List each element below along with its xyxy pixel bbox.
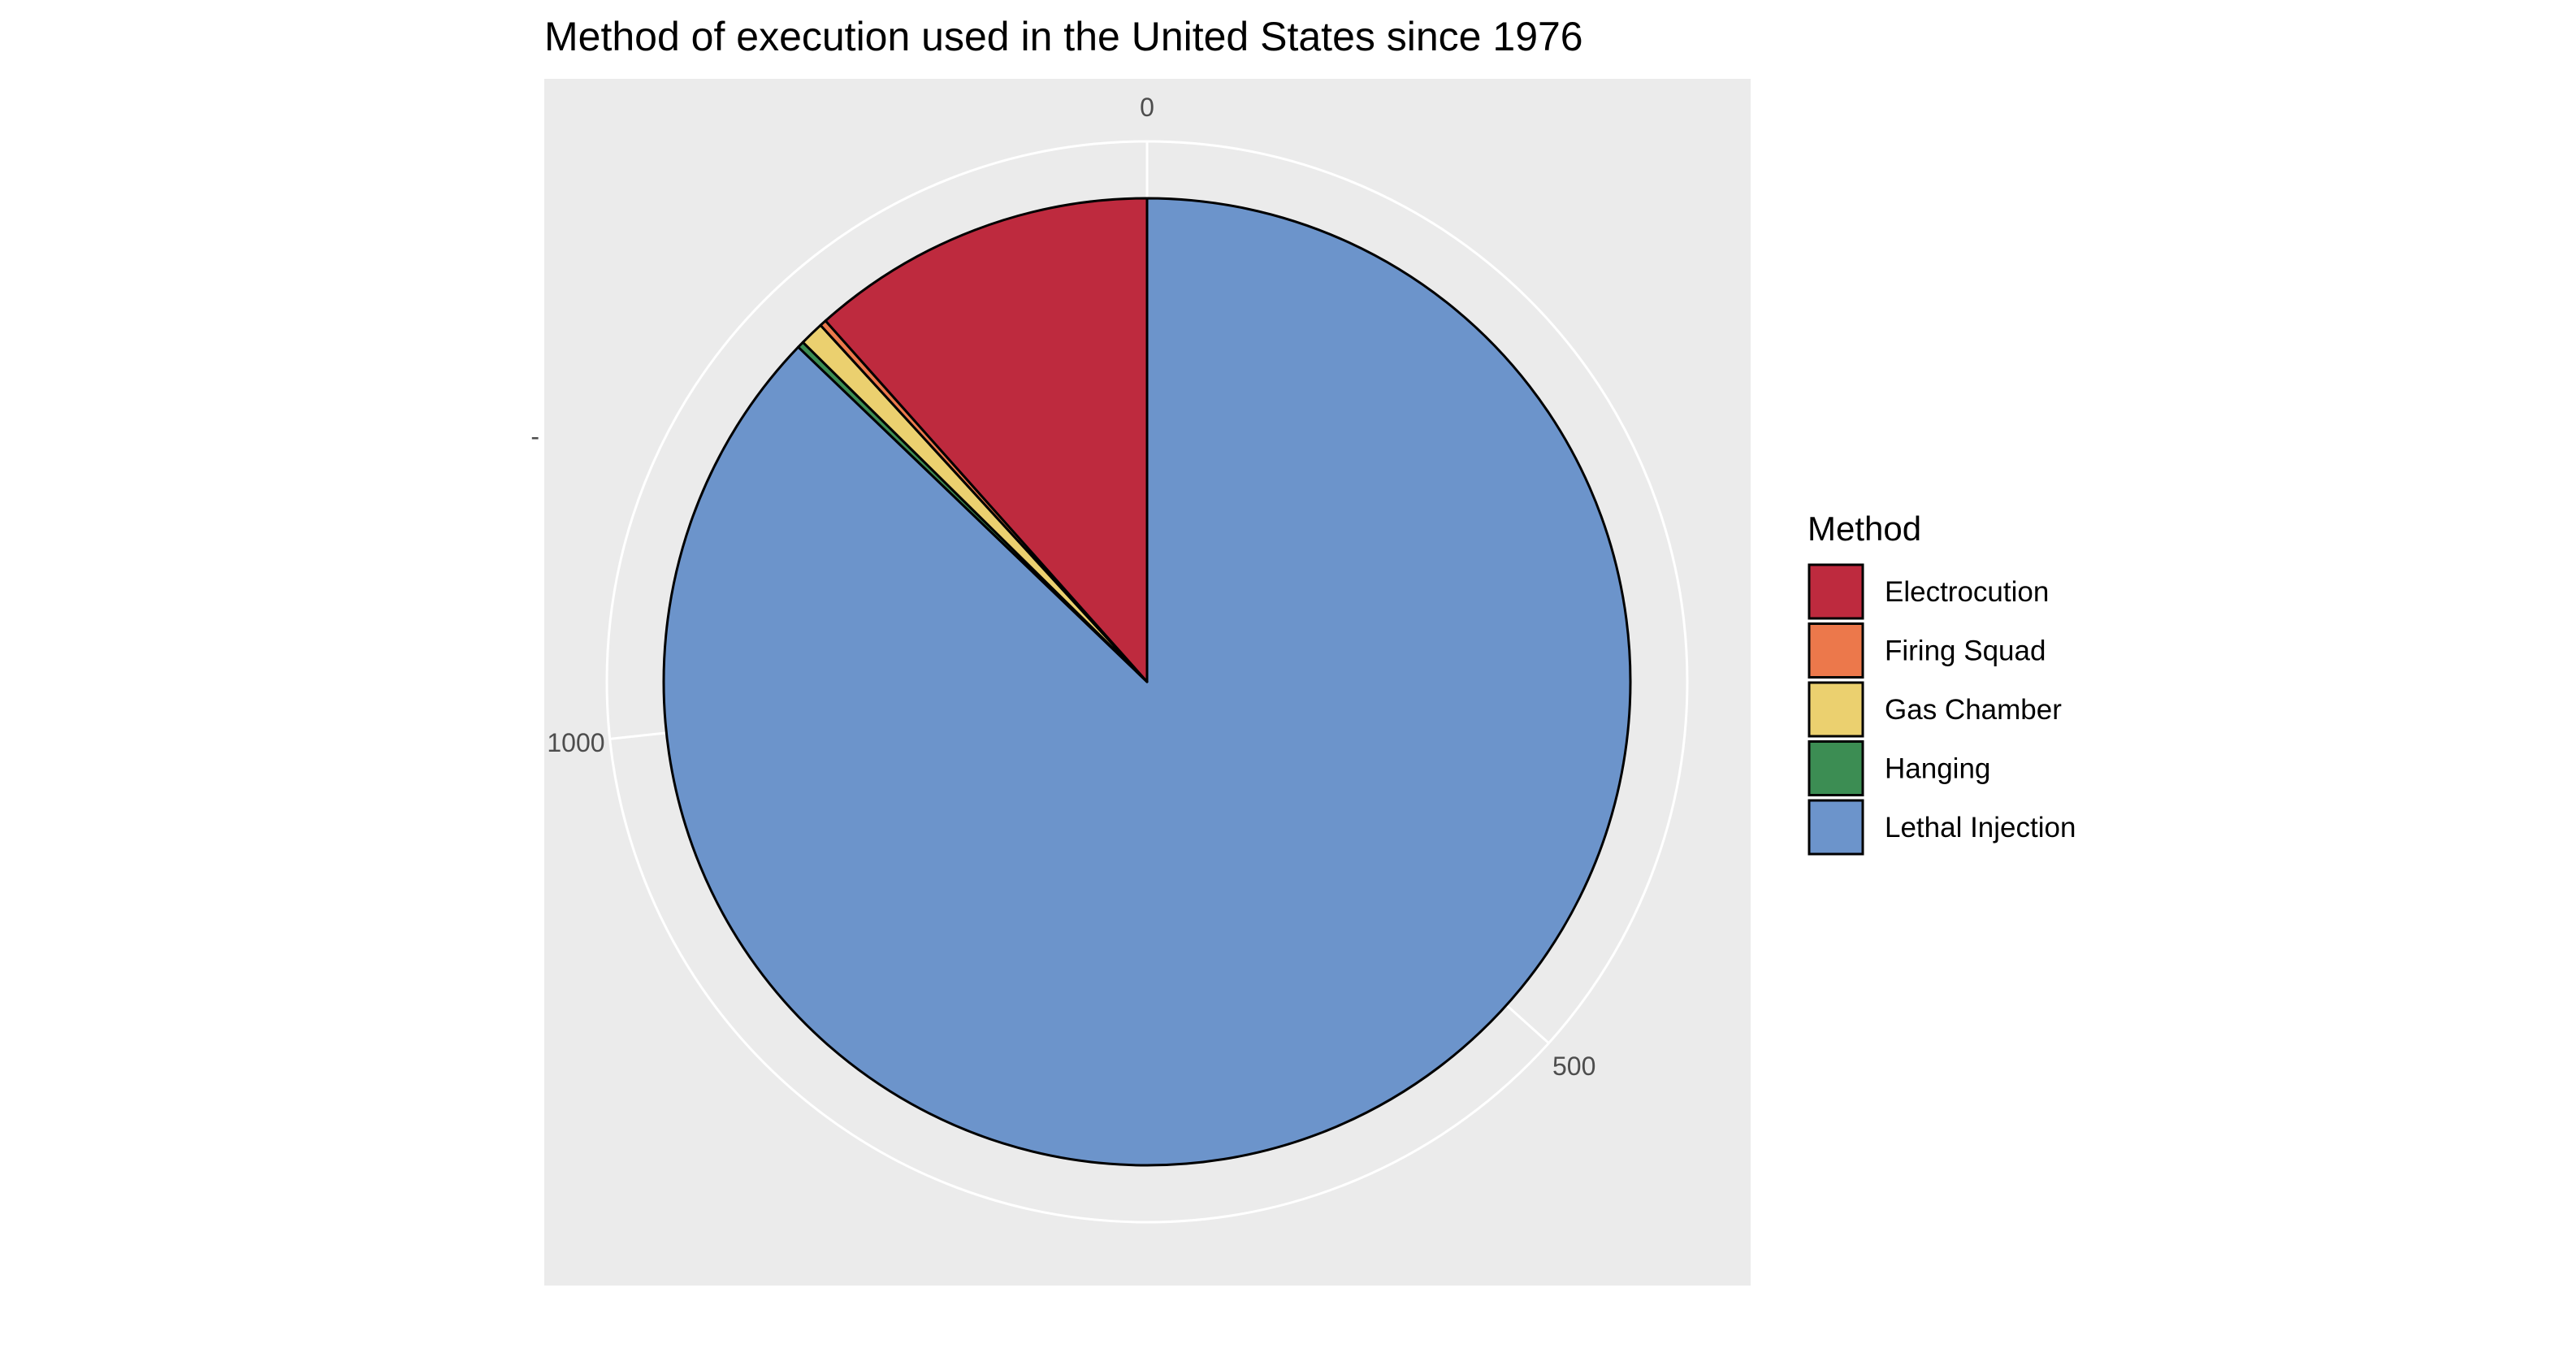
- radial-tick-label: 1000: [547, 728, 604, 757]
- legend-key: [1808, 622, 1864, 679]
- grid-tick-line: [609, 731, 667, 740]
- radial-tick-label: 0: [1140, 93, 1154, 122]
- legend-key: [1808, 799, 1864, 856]
- legend-label: Electrocution: [1885, 576, 2049, 608]
- legend-label: Hanging: [1885, 753, 1990, 785]
- legend-items: Electrocution Firing Squad Gas Chamber Hang…: [1808, 563, 2076, 856]
- legend-label: Gas Chamber: [1885, 694, 2062, 726]
- legend: Method Electrocution Firing Squad Gas Cham…: [1808, 510, 2076, 856]
- radial-axis-labels: 0 500 1000: [547, 93, 1595, 1081]
- legend-label: Lethal Injection: [1885, 812, 2076, 843]
- legend-key: [1808, 563, 1864, 620]
- legend-item: Firing Squad: [1808, 622, 2046, 679]
- legend-item: Gas Chamber: [1808, 681, 2062, 738]
- grid-tick-line: [1505, 1004, 1550, 1044]
- pie-slice-electrocution: [824, 197, 1149, 683]
- pie-slices: [662, 197, 1632, 1167]
- legend-item: Electrocution: [1808, 563, 2049, 620]
- legend-title: Method: [1808, 510, 1921, 548]
- legend-item: Lethal Injection: [1808, 799, 2076, 856]
- legend-key: [1808, 681, 1864, 738]
- legend-item: Hanging: [1808, 740, 1990, 796]
- radial-tick-label: 500: [1552, 1052, 1595, 1081]
- chart-title: Method of execution used in the United S…: [544, 14, 1583, 59]
- legend-label: Firing Squad: [1885, 635, 2046, 667]
- y-axis-tick-label: -: [530, 422, 539, 451]
- legend-key: [1808, 740, 1864, 796]
